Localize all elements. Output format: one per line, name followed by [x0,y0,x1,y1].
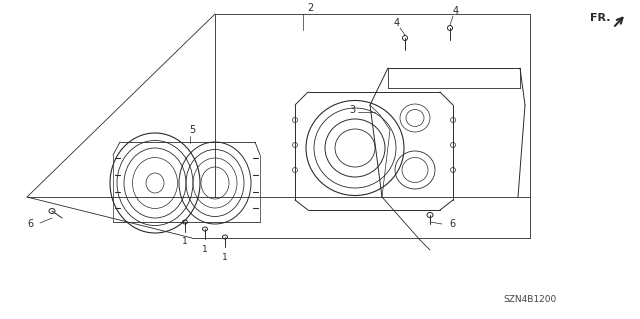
Text: SZN4B1200: SZN4B1200 [504,295,557,305]
Text: FR.: FR. [590,13,611,23]
Text: 1: 1 [222,254,228,263]
Text: 4: 4 [453,6,459,16]
Text: 6: 6 [449,219,455,229]
Text: 1: 1 [182,238,188,247]
Text: 2: 2 [307,3,313,13]
Text: 4: 4 [394,18,400,28]
Text: 6: 6 [27,219,33,229]
Text: 1: 1 [202,244,208,254]
Text: 3: 3 [349,105,355,115]
Text: 5: 5 [189,125,195,135]
